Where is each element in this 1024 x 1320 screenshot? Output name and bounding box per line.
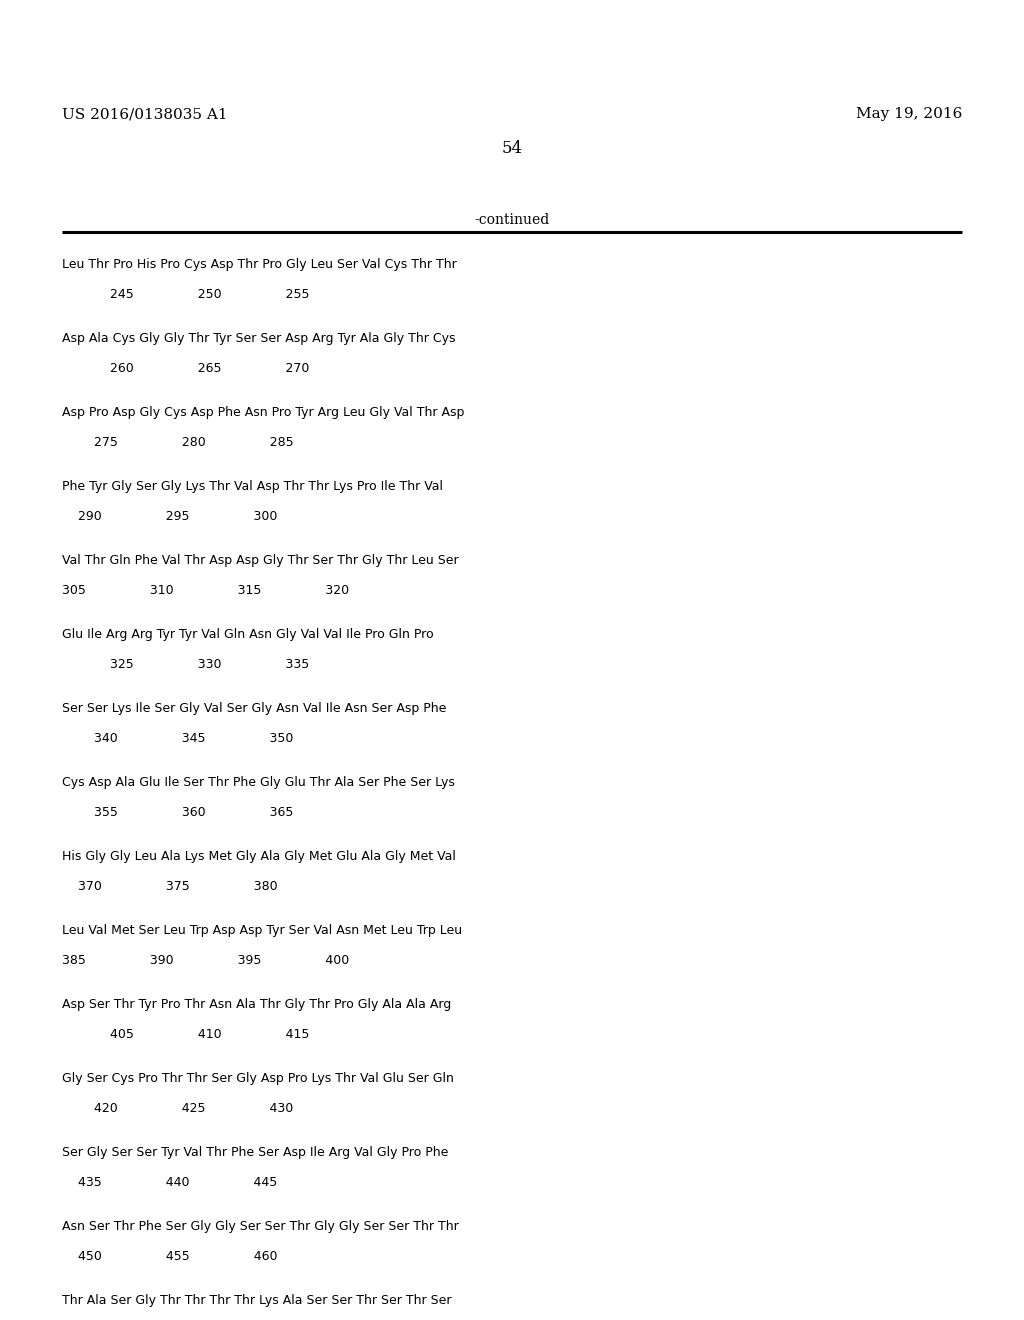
Text: Glu Ile Arg Arg Tyr Tyr Val Gln Asn Gly Val Val Ile Pro Gln Pro: Glu Ile Arg Arg Tyr Tyr Val Gln Asn Gly … bbox=[62, 628, 433, 642]
Text: 305                310                315                320: 305 310 315 320 bbox=[62, 583, 349, 597]
Text: 450                455                460: 450 455 460 bbox=[62, 1250, 278, 1263]
Text: 370                375                380: 370 375 380 bbox=[62, 880, 278, 894]
Text: Phe Tyr Gly Ser Gly Lys Thr Val Asp Thr Thr Lys Pro Ile Thr Val: Phe Tyr Gly Ser Gly Lys Thr Val Asp Thr … bbox=[62, 480, 443, 492]
Text: 340                345                350: 340 345 350 bbox=[62, 733, 293, 744]
Text: Asp Ala Cys Gly Gly Thr Tyr Ser Ser Asp Arg Tyr Ala Gly Thr Cys: Asp Ala Cys Gly Gly Thr Tyr Ser Ser Asp … bbox=[62, 333, 456, 345]
Text: Leu Thr Pro His Pro Cys Asp Thr Pro Gly Leu Ser Val Cys Thr Thr: Leu Thr Pro His Pro Cys Asp Thr Pro Gly … bbox=[62, 257, 457, 271]
Text: Asp Ser Thr Tyr Pro Thr Asn Ala Thr Gly Thr Pro Gly Ala Ala Arg: Asp Ser Thr Tyr Pro Thr Asn Ala Thr Gly … bbox=[62, 998, 452, 1011]
Text: -continued: -continued bbox=[474, 213, 550, 227]
Text: 275                280                285: 275 280 285 bbox=[62, 436, 294, 449]
Text: Gly Ser Cys Pro Thr Thr Ser Gly Asp Pro Lys Thr Val Glu Ser Gln: Gly Ser Cys Pro Thr Thr Ser Gly Asp Pro … bbox=[62, 1072, 454, 1085]
Text: 355                360                365: 355 360 365 bbox=[62, 807, 293, 818]
Text: 385                390                395                400: 385 390 395 400 bbox=[62, 954, 349, 968]
Text: 435                440                445: 435 440 445 bbox=[62, 1176, 278, 1189]
Text: US 2016/0138035 A1: US 2016/0138035 A1 bbox=[62, 107, 227, 121]
Text: Asn Ser Thr Phe Ser Gly Gly Ser Ser Thr Gly Gly Ser Ser Thr Thr: Asn Ser Thr Phe Ser Gly Gly Ser Ser Thr … bbox=[62, 1220, 459, 1233]
Text: 54: 54 bbox=[502, 140, 522, 157]
Text: 405                410                415: 405 410 415 bbox=[62, 1028, 309, 1041]
Text: 325                330                335: 325 330 335 bbox=[62, 657, 309, 671]
Text: 420                425                430: 420 425 430 bbox=[62, 1102, 293, 1115]
Text: Thr Ala Ser Gly Thr Thr Thr Thr Lys Ala Ser Ser Thr Ser Thr Ser: Thr Ala Ser Gly Thr Thr Thr Thr Lys Ala … bbox=[62, 1294, 452, 1307]
Text: 260                265                270: 260 265 270 bbox=[62, 362, 309, 375]
Text: Leu Val Met Ser Leu Trp Asp Asp Tyr Ser Val Asn Met Leu Trp Leu: Leu Val Met Ser Leu Trp Asp Asp Tyr Ser … bbox=[62, 924, 462, 937]
Text: Ser Gly Ser Ser Tyr Val Thr Phe Ser Asp Ile Arg Val Gly Pro Phe: Ser Gly Ser Ser Tyr Val Thr Phe Ser Asp … bbox=[62, 1146, 449, 1159]
Text: Asp Pro Asp Gly Cys Asp Phe Asn Pro Tyr Arg Leu Gly Val Thr Asp: Asp Pro Asp Gly Cys Asp Phe Asn Pro Tyr … bbox=[62, 407, 464, 418]
Text: Val Thr Gln Phe Val Thr Asp Asp Gly Thr Ser Thr Gly Thr Leu Ser: Val Thr Gln Phe Val Thr Asp Asp Gly Thr … bbox=[62, 554, 459, 568]
Text: Cys Asp Ala Glu Ile Ser Thr Phe Gly Glu Thr Ala Ser Phe Ser Lys: Cys Asp Ala Glu Ile Ser Thr Phe Gly Glu … bbox=[62, 776, 455, 789]
Text: 245                250                255: 245 250 255 bbox=[62, 288, 309, 301]
Text: May 19, 2016: May 19, 2016 bbox=[856, 107, 962, 121]
Text: His Gly Gly Leu Ala Lys Met Gly Ala Gly Met Glu Ala Gly Met Val: His Gly Gly Leu Ala Lys Met Gly Ala Gly … bbox=[62, 850, 456, 863]
Text: Ser Ser Lys Ile Ser Gly Val Ser Gly Asn Val Ile Asn Ser Asp Phe: Ser Ser Lys Ile Ser Gly Val Ser Gly Asn … bbox=[62, 702, 446, 715]
Text: 290                295                300: 290 295 300 bbox=[62, 510, 278, 523]
